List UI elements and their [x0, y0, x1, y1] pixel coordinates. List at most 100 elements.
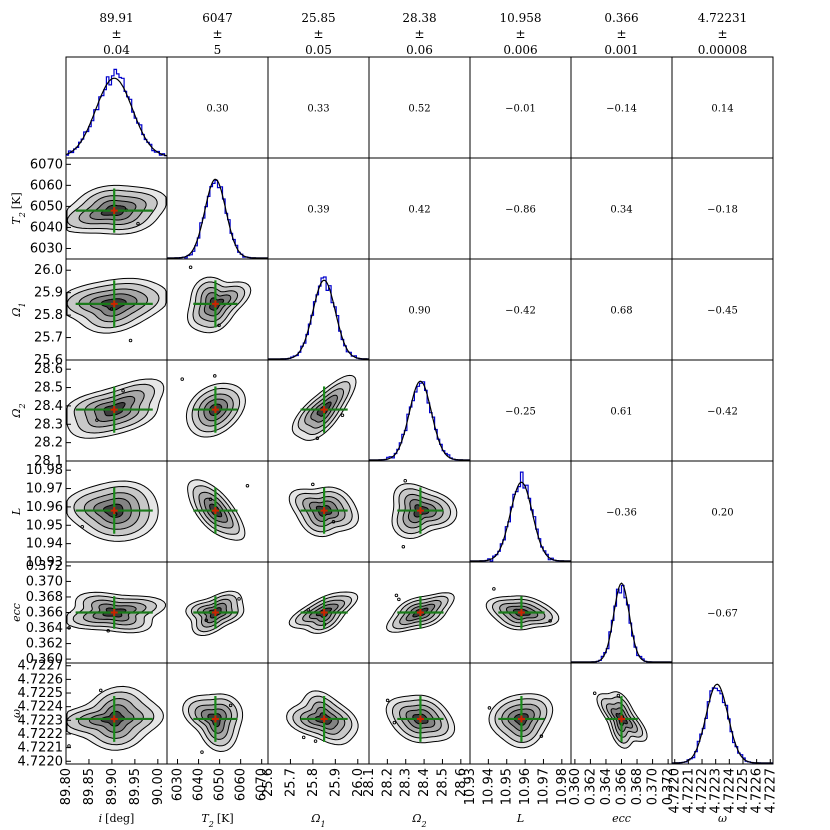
xtick-label-O2: 28.2	[380, 768, 395, 797]
ylabel-symbol: L	[10, 508, 23, 516]
header-value-ecc: 0.366	[604, 11, 638, 25]
correlation-value: 0.34	[610, 205, 632, 216]
ytick-label-ecc: 0.372	[26, 559, 63, 574]
xtick-label-O1: 25.8	[306, 768, 321, 797]
panel-frame	[469, 157, 572, 260]
panel-1-0	[65, 157, 168, 260]
panel-6-4	[469, 662, 572, 765]
center-point	[320, 406, 328, 414]
ytick-label-ecc: 0.364	[26, 621, 63, 636]
xlabel-symbol: Ω	[310, 812, 320, 825]
outlier-contour	[306, 608, 311, 612]
header-value-w: 4.72231	[698, 11, 748, 25]
outlier-contour	[80, 524, 84, 529]
ylabel-T2: T2 [K]	[10, 192, 27, 224]
xtick-label-i: 90.00	[151, 768, 166, 805]
xtick-label-w: 4.7224	[722, 768, 737, 814]
outlier-contour	[548, 619, 552, 623]
outlier-contour	[592, 691, 597, 695]
center-point	[211, 609, 219, 616]
ylabel-O1: Ω1	[10, 302, 27, 317]
panel-3-6: −0.42	[671, 359, 774, 462]
panel-5-6: −0.67	[671, 561, 774, 664]
ytick-label-T2: 6070	[30, 157, 63, 172]
panel-0-3: 0.52	[368, 56, 471, 159]
outlier-contour	[315, 436, 320, 440]
ylabel-symbol: Ω	[10, 307, 23, 317]
ylabel-symbol: T	[10, 216, 23, 225]
correlation-value: −0.14	[606, 104, 637, 115]
panel-0-2: 0.33	[267, 56, 370, 159]
xlabel-symbol: T	[201, 812, 210, 825]
correlation-value: 0.33	[307, 104, 329, 115]
correlation-value: 0.39	[307, 205, 329, 216]
outlier-contour	[121, 389, 125, 393]
outlier-contour	[487, 706, 492, 710]
xtick-label-i: 89.90	[105, 768, 120, 805]
center-point	[110, 406, 118, 414]
correlation-value: −0.18	[707, 205, 738, 216]
outlier-contour	[392, 720, 397, 725]
ytick-label-O1: 25.8	[34, 308, 63, 323]
ytick-label-w: 4.7226	[18, 672, 64, 687]
outlier-contour	[403, 479, 407, 483]
xtick-label-T2: 6070	[255, 768, 270, 801]
correlation-value: −0.42	[505, 306, 536, 317]
xlabel-sub: 2	[421, 820, 427, 829]
center-point	[416, 507, 424, 515]
panel-frame	[570, 157, 673, 260]
panel-frame	[671, 460, 774, 563]
outlier-contour	[616, 693, 621, 698]
panel-0-0	[65, 56, 168, 159]
xtick-label-i: 89.85	[82, 768, 97, 805]
panel-frame	[570, 258, 673, 361]
ytick-label-w: 4.7222	[18, 727, 64, 742]
xtick-label-O2: 28.3	[399, 768, 414, 797]
outlier-contour	[109, 307, 114, 311]
ytick-label-w: 4.7223	[18, 713, 64, 728]
ytick-label-O2: 28.1	[34, 454, 63, 469]
correlation-value: −0.36	[606, 508, 637, 519]
panel-frame	[166, 56, 269, 159]
ytick-label-T2: 6030	[30, 241, 63, 256]
panel-3-5: 0.61	[570, 359, 673, 462]
panel-frame	[469, 359, 572, 462]
outlier-contour	[237, 597, 241, 601]
header-pm-T2: ±	[212, 27, 222, 41]
ylabel-symbol: ω	[10, 709, 23, 718]
panel-4-3	[368, 460, 471, 563]
ytick-label-ecc: 0.368	[26, 590, 63, 605]
ylabel-L: L	[10, 508, 23, 516]
ylabel-sub: 2	[18, 403, 27, 409]
ytick-label-T2: 6050	[30, 199, 63, 214]
ytick-label-T2: 6040	[30, 220, 63, 235]
xtick-label-i: 89.95	[128, 768, 143, 805]
ytick-label-L: 10.98	[26, 463, 63, 478]
panel-frame	[570, 56, 673, 159]
correlation-value: 0.14	[711, 104, 733, 115]
correlation-value: −0.86	[505, 205, 536, 216]
panel-6-0	[65, 662, 168, 765]
panel-5-5	[570, 561, 673, 664]
xlabel-T2: T2 [K]	[201, 812, 233, 829]
panel-0-4: −0.01	[469, 56, 572, 159]
ytick-label-ecc: 0.362	[26, 637, 63, 652]
xtick-label-O2: 28.4	[417, 768, 432, 797]
correlation-value: 0.90	[408, 306, 430, 317]
xtick-label-L: 10.98	[555, 768, 570, 805]
xtick-label-w: 4.7221	[681, 768, 696, 814]
ytick-label-T2: 6060	[30, 178, 63, 193]
panel-4-4	[469, 460, 572, 563]
center-point	[416, 715, 424, 723]
xlabel-symbol: L	[516, 812, 524, 825]
panel-5-0	[65, 561, 168, 664]
correlation-value: −0.67	[707, 609, 738, 620]
xlabel-ecc: ecc	[612, 812, 631, 825]
header-err-w: 0.00008	[698, 43, 748, 57]
ylabel-unit: [K]	[10, 192, 23, 209]
xlabel-L: L	[516, 812, 524, 825]
ylabel-sub: 2	[18, 212, 27, 218]
header-err-O2: 0.06	[406, 43, 433, 57]
panel-2-2	[267, 258, 370, 361]
panel-6-1	[166, 662, 269, 765]
